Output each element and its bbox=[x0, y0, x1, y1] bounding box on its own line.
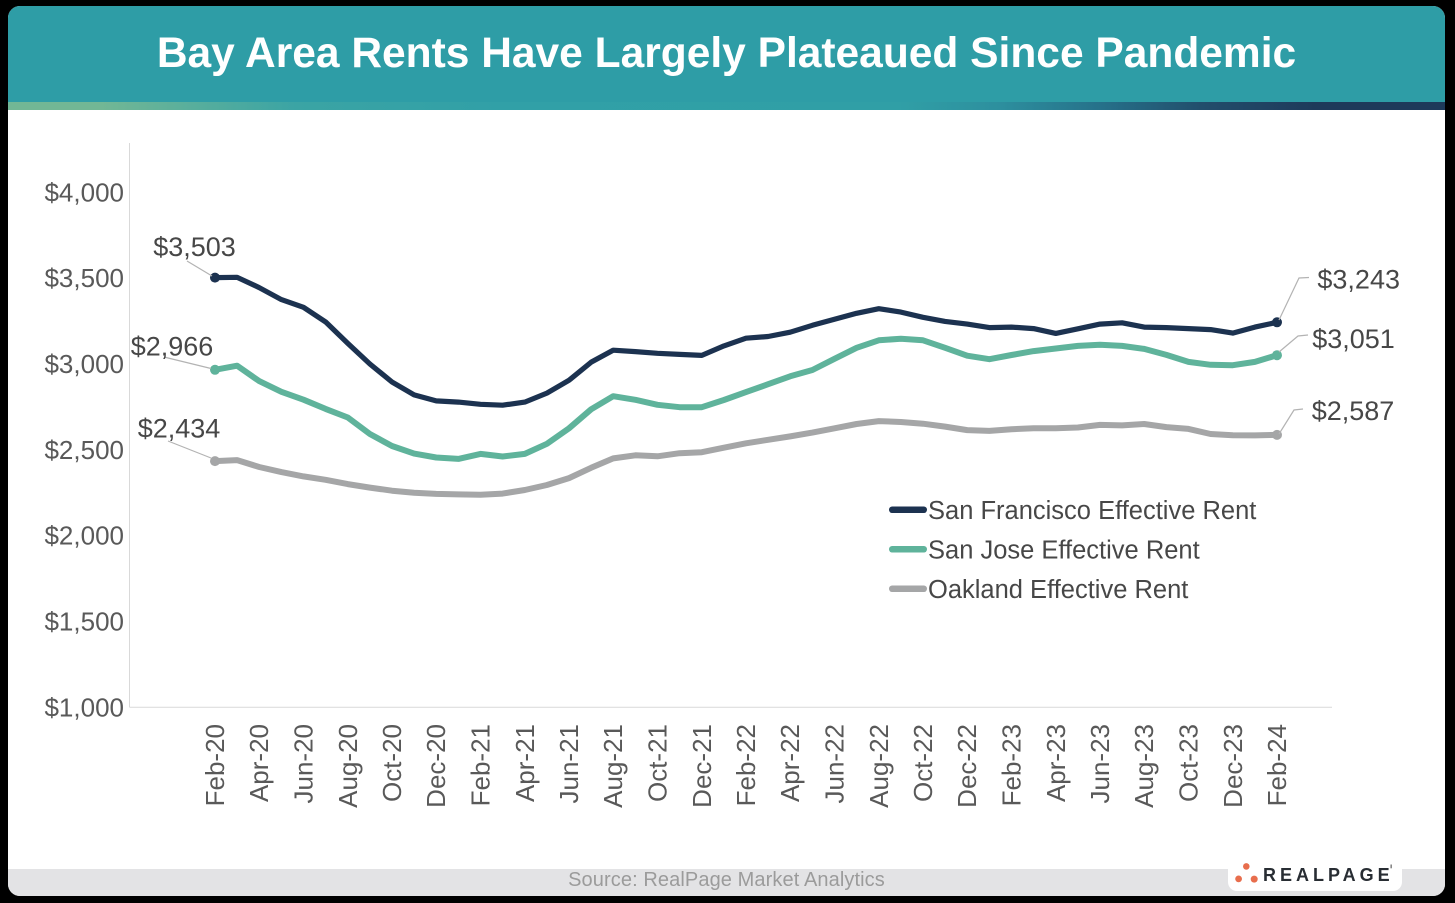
svg-text:Jun-23: Jun-23 bbox=[1085, 724, 1115, 804]
svg-text:$3,243: $3,243 bbox=[1317, 265, 1400, 295]
svg-text:Feb-24: Feb-24 bbox=[1262, 724, 1292, 806]
svg-text:Dec-22: Dec-22 bbox=[952, 724, 982, 808]
svg-text:$2,966: $2,966 bbox=[131, 332, 214, 362]
svg-text:Apr-21: Apr-21 bbox=[510, 724, 540, 802]
svg-text:San Jose Effective Rent: San Jose Effective Rent bbox=[928, 537, 1200, 565]
svg-text:Jun-21: Jun-21 bbox=[554, 724, 584, 804]
svg-text:$2,000: $2,000 bbox=[44, 521, 124, 551]
svg-text:Dec-21: Dec-21 bbox=[687, 724, 717, 808]
svg-text:$2,500: $2,500 bbox=[44, 435, 124, 465]
svg-text:Oct-23: Oct-23 bbox=[1174, 724, 1204, 802]
svg-text:Feb-21: Feb-21 bbox=[466, 724, 496, 806]
svg-text:$3,000: $3,000 bbox=[44, 349, 124, 379]
svg-text:Apr-20: Apr-20 bbox=[244, 724, 274, 802]
svg-text:Aug-23: Aug-23 bbox=[1129, 724, 1159, 808]
svg-text:Aug-22: Aug-22 bbox=[864, 724, 894, 808]
svg-text:Aug-21: Aug-21 bbox=[598, 724, 628, 808]
svg-text:Feb-20: Feb-20 bbox=[200, 724, 230, 806]
svg-text:$1,000: $1,000 bbox=[44, 692, 124, 722]
svg-text:Dec-20: Dec-20 bbox=[421, 724, 451, 808]
svg-text:Apr-23: Apr-23 bbox=[1041, 724, 1071, 802]
svg-text:San Francisco Effective Rent: San Francisco Effective Rent bbox=[928, 497, 1256, 525]
svg-text:Oct-22: Oct-22 bbox=[908, 724, 938, 802]
svg-text:Oct-21: Oct-21 bbox=[643, 724, 673, 802]
svg-text:Oct-20: Oct-20 bbox=[377, 724, 407, 802]
svg-text:$2,434: $2,434 bbox=[138, 414, 221, 444]
svg-text:$2,587: $2,587 bbox=[1312, 396, 1395, 426]
svg-text:Aug-20: Aug-20 bbox=[333, 724, 363, 808]
svg-text:Jun-20: Jun-20 bbox=[289, 724, 319, 804]
svg-text:Feb-22: Feb-22 bbox=[731, 724, 761, 806]
svg-text:Apr-22: Apr-22 bbox=[775, 724, 805, 802]
svg-text:Oakland Effective Rent: Oakland Effective Rent bbox=[928, 576, 1188, 604]
svg-text:$4,000: $4,000 bbox=[44, 177, 124, 207]
svg-text:$1,500: $1,500 bbox=[44, 607, 124, 637]
svg-text:$3,500: $3,500 bbox=[44, 263, 124, 293]
svg-text:$3,503: $3,503 bbox=[153, 232, 236, 262]
svg-text:$3,051: $3,051 bbox=[1312, 324, 1395, 354]
svg-text:Jun-22: Jun-22 bbox=[820, 724, 850, 804]
svg-text:Feb-23: Feb-23 bbox=[997, 724, 1027, 806]
svg-text:Dec-23: Dec-23 bbox=[1218, 724, 1248, 808]
